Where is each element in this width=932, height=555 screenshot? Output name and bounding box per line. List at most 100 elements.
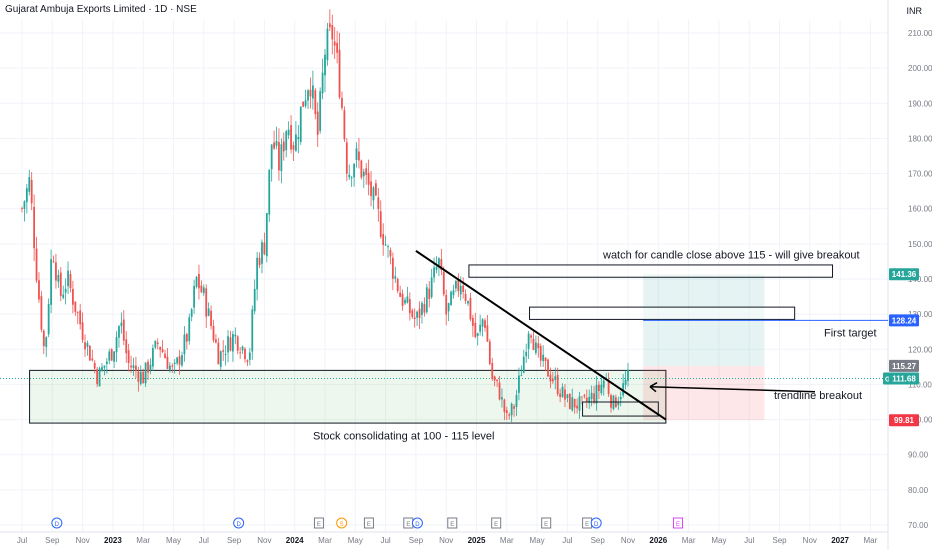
candle-body: [227, 336, 229, 353]
candle-body: [181, 354, 183, 366]
x-tick-label: Mar: [318, 536, 332, 545]
candle-body: [110, 349, 113, 361]
stop-zone: [643, 365, 765, 421]
candle-body: [261, 242, 263, 264]
candle-body: [583, 395, 586, 397]
x-tick-label: Sep: [45, 536, 60, 545]
currency-label: INR: [906, 6, 923, 16]
small-consolidation-box: [582, 401, 659, 417]
y-tick-label: 210.00: [908, 29, 932, 38]
candle-body: [515, 395, 518, 408]
y-tick-label: 190.00: [908, 99, 932, 108]
candle-body: [108, 351, 111, 361]
candle-body: [450, 291, 452, 306]
candle-body: [496, 379, 499, 382]
candle-body: [91, 358, 94, 361]
candle-body: [285, 131, 288, 151]
price-label: 99.81: [894, 416, 915, 425]
candle-body: [551, 379, 554, 382]
y-tick-label: 110.00: [908, 380, 932, 389]
candle-body: [156, 342, 159, 344]
candle-body: [467, 300, 469, 304]
candle-body: [438, 258, 440, 267]
candle-body: [355, 148, 358, 160]
x-tick-label: Jul: [744, 536, 754, 545]
candle-body: [375, 183, 377, 196]
candle-body: [488, 341, 491, 364]
candle-body: [224, 354, 227, 355]
candle-body: [447, 303, 450, 312]
candle-body: [96, 369, 99, 385]
candle-body: [532, 338, 535, 350]
candle-body: [377, 197, 380, 209]
candle-body: [556, 374, 559, 395]
trendline: [415, 250, 667, 421]
candle-body: [202, 287, 205, 294]
y-tick-label: 170.00: [908, 170, 932, 179]
candle-body: [367, 172, 370, 185]
candle-body: [241, 346, 244, 351]
candle-body: [518, 375, 520, 393]
candle-body: [590, 392, 593, 400]
y-tick-label: 120.00: [908, 345, 932, 354]
candle-body: [406, 296, 409, 303]
zone-box-2: [529, 306, 796, 320]
candle-body: [268, 169, 271, 215]
trendline-breakout-annotation: trendline breakout: [774, 390, 862, 402]
candle-body: [445, 294, 448, 315]
x-tick-label: Sep: [772, 536, 787, 545]
candle-body: [571, 397, 574, 411]
candle-body: [491, 362, 494, 379]
candle-body: [505, 410, 508, 414]
candle-body: [198, 273, 200, 289]
candle-body: [619, 397, 622, 400]
x-tick-label: Jul: [199, 536, 209, 545]
candle-body: [350, 177, 353, 179]
candle-body: [416, 311, 419, 318]
candle-body: [171, 365, 174, 367]
candle-body: [258, 257, 261, 266]
candle-body: [251, 309, 254, 352]
candle-body: [176, 357, 179, 364]
candle-body: [205, 288, 208, 317]
candle-body: [64, 288, 67, 293]
candle-body: [168, 365, 171, 371]
y-tick-label: 200.00: [908, 64, 932, 73]
candle-body: [304, 100, 307, 107]
candle-body: [200, 285, 203, 293]
candle-body: [421, 303, 423, 315]
candle-body: [454, 280, 457, 289]
candle-body: [98, 368, 101, 387]
split-marker-label: S: [340, 522, 344, 528]
candle-body: [275, 140, 278, 146]
candle-body: [600, 384, 603, 394]
candle-body: [336, 42, 339, 53]
candle-body: [161, 349, 164, 353]
candle-body: [568, 393, 571, 409]
candle-body: [324, 54, 326, 76]
candle-body: [178, 356, 181, 365]
candle-body: [314, 90, 317, 115]
candle-body: [459, 285, 462, 295]
candle-body: [362, 171, 365, 177]
price-label: 111.68: [892, 375, 916, 384]
dividend-marker-label: D: [594, 522, 599, 528]
candle-body: [74, 301, 77, 312]
candle-body: [331, 25, 334, 40]
x-tick-label: Sep: [409, 536, 424, 545]
earnings-marker-label: E: [544, 522, 548, 528]
candle-body: [345, 142, 348, 174]
candle-body: [144, 362, 147, 384]
candle-body: [21, 208, 23, 210]
candle-body: [299, 106, 302, 142]
x-tick-label: Nov: [257, 536, 271, 545]
candle-body: [598, 384, 600, 392]
earnings-marker-label: E: [585, 522, 589, 528]
x-tick-label: Nov: [621, 536, 635, 545]
y-tick-label: 80.00: [908, 486, 929, 495]
x-tick-label: 2026: [649, 536, 667, 545]
y-tick-label: 140.00: [908, 275, 932, 284]
candle-body: [147, 361, 149, 373]
candle-body: [88, 345, 91, 361]
